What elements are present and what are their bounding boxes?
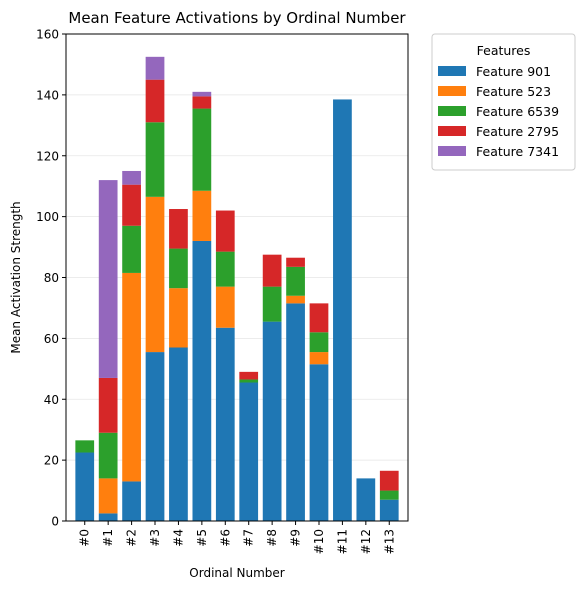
x-tick-label: #2: [125, 529, 139, 547]
x-tick-label: #8: [265, 529, 279, 547]
bar-segment-feature-2795: [122, 184, 141, 226]
legend-swatch: [438, 126, 466, 136]
bar-segment-feature-2795: [379, 470, 399, 491]
bar-segment-feature-523: [122, 272, 141, 482]
bar-segment-feature-901: [239, 382, 259, 521]
legend: Features Feature 901 Feature 523 Feature 6…: [431, 33, 576, 171]
bar-segment-feature-6539: [215, 251, 235, 287]
bar-segment-feature-2795: [192, 96, 212, 109]
x-tick-label: #12: [359, 529, 373, 554]
y-tick-label: 40: [44, 393, 59, 407]
bar-segment-feature-523: [169, 288, 188, 348]
x-tick-label: #4: [171, 529, 185, 547]
chart-title: Mean Feature Activations by Ordinal Numb…: [68, 9, 406, 27]
bar-segment-feature-901: [98, 513, 118, 521]
y-tick-label: 80: [44, 271, 59, 285]
legend-swatch: [438, 66, 466, 76]
legend-label: Feature 7341: [476, 144, 559, 159]
x-tick-label: #5: [195, 529, 209, 547]
legend-swatch: [438, 146, 466, 156]
bar-segment-feature-901: [379, 499, 399, 521]
bar-segment-feature-2795: [286, 257, 305, 267]
bar-segment-feature-2795: [145, 79, 165, 123]
legend-swatch: [438, 106, 466, 116]
bar-segment-feature-523: [192, 190, 212, 241]
legend-label: Feature 523: [476, 84, 551, 99]
legend-title: Features: [477, 43, 531, 58]
bar-segment-feature-7341: [192, 91, 212, 97]
x-tick-label: #6: [218, 529, 232, 547]
x-tick-label: #7: [242, 529, 256, 547]
bar-segment-feature-901: [286, 303, 305, 521]
y-tick-label: 120: [36, 149, 59, 163]
bar-segment-feature-2795: [309, 303, 329, 333]
x-tick-label: #13: [382, 529, 396, 554]
y-tick-label: 0: [51, 515, 59, 529]
bar-segment-feature-901: [309, 364, 329, 521]
bar-segment-feature-901: [75, 452, 95, 521]
bar-segment-feature-6539: [239, 379, 259, 383]
bar-segment-feature-523: [145, 196, 165, 353]
legend-label: Feature 901: [476, 64, 551, 79]
bar-segment-feature-2795: [262, 254, 282, 287]
bar-segment-feature-6539: [169, 248, 188, 289]
bar-segment-feature-2795: [239, 371, 259, 380]
bar-segment-feature-523: [286, 295, 305, 304]
y-tick-label: 160: [36, 28, 59, 42]
legend-frame: [431, 33, 576, 171]
y-tick-label: 140: [36, 88, 59, 102]
y-tick-label: 100: [36, 210, 59, 224]
x-tick-label: #1: [101, 529, 115, 547]
bar-segment-feature-6539: [98, 432, 118, 479]
x-tick-label: #9: [289, 529, 303, 547]
bar-segment-feature-523: [98, 478, 118, 514]
bar-segment-feature-2795: [215, 210, 235, 252]
bar-segment-feature-6539: [262, 286, 282, 322]
bar-segment-feature-2795: [98, 377, 118, 433]
y-tick-label: 20: [44, 454, 59, 468]
bar-segment-feature-7341: [145, 56, 165, 80]
bar-segment-feature-901: [215, 327, 235, 521]
bar-segment-feature-6539: [309, 332, 329, 353]
bar-segment-feature-7341: [98, 180, 118, 378]
bar-segment-feature-2795: [169, 209, 188, 249]
bar-segment-feature-6539: [145, 122, 165, 197]
bar-segment-feature-6539: [192, 108, 212, 191]
x-axis: #0 #1 #2 #3 #4 #5 #6 #7 #8 #9 #10 #11 #12 #13: [78, 521, 396, 554]
legend-label: Feature 6539: [476, 104, 559, 119]
x-tick-label: #0: [78, 529, 92, 547]
x-tick-label: #3: [148, 529, 162, 547]
plot-frame: [65, 33, 409, 522]
x-tick-label: #11: [335, 529, 349, 554]
bar-segment-feature-901: [122, 481, 141, 521]
bar-segment-feature-6539: [75, 440, 95, 453]
legend-swatch: [438, 86, 466, 96]
y-axis-title: Mean Activation Strength: [9, 201, 23, 353]
y-tick-label: 60: [44, 332, 59, 346]
legend-label: Feature 2795: [476, 124, 559, 139]
bar-segment-feature-901: [333, 99, 352, 522]
x-axis-title: Ordinal Number: [189, 566, 284, 580]
bar-segment-feature-6539: [286, 266, 305, 296]
bar-segment-feature-6539: [379, 490, 399, 500]
bar-segment-feature-901: [192, 240, 212, 521]
bar-segment-feature-901: [356, 478, 376, 521]
x-tick-label: #10: [312, 529, 326, 554]
y-axis: 0 20 40 60 80 100 120 140 160: [36, 28, 66, 529]
bar-segment-feature-901: [262, 321, 282, 521]
bar-segment-feature-6539: [122, 225, 141, 273]
bar-segment-feature-7341: [122, 170, 141, 185]
bar-segment-feature-901: [169, 347, 188, 521]
bar-segment-feature-523: [309, 352, 329, 365]
bar-segment-feature-901: [145, 352, 165, 521]
bars: [75, 56, 399, 522]
bar-segment-feature-523: [215, 286, 235, 328]
